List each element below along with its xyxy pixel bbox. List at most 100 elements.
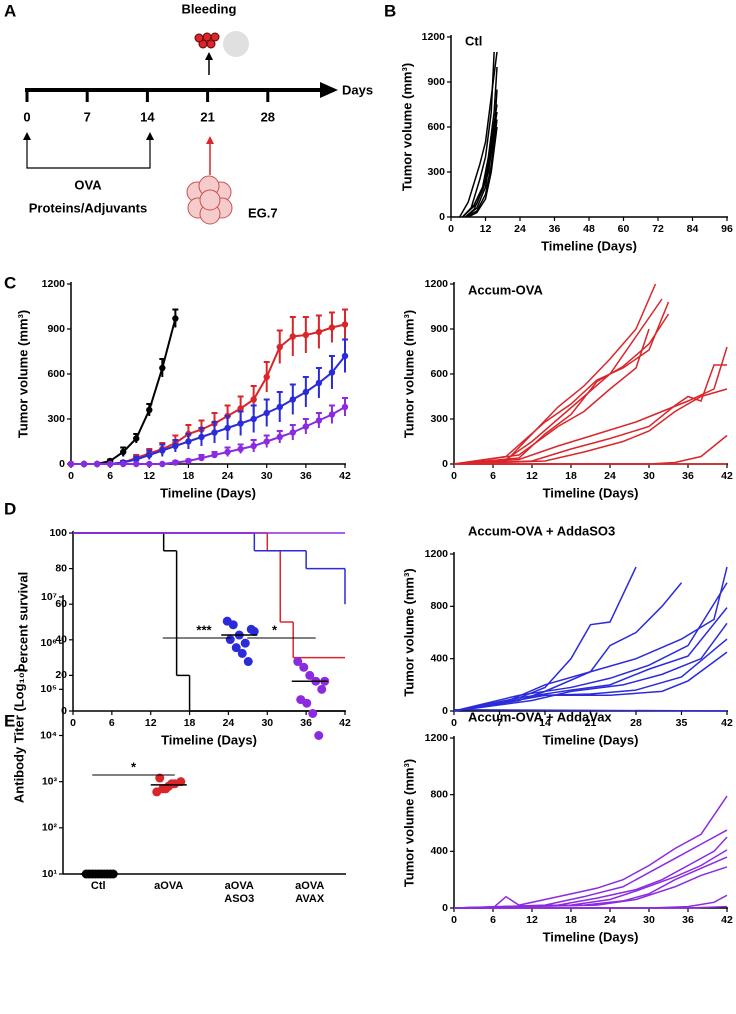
data-point [106, 460, 114, 468]
timeline-arrow [320, 82, 338, 98]
x-axis-label: Timeline (Days) [543, 929, 639, 944]
data-point [276, 403, 283, 411]
y-tick-label: 80 [55, 562, 67, 574]
series-line [453, 638, 728, 712]
data-point [228, 620, 238, 630]
y-tick-label: 0 [61, 705, 67, 717]
x-tick-label: 24 [223, 717, 235, 729]
y-axis-label: Antibody Titer (Log₁₀) [11, 668, 26, 803]
x-tick-label: 36 [300, 470, 312, 482]
data-point [198, 454, 205, 462]
x-tick-label: 12 [526, 914, 538, 926]
y-tick-label: 1200 [42, 278, 66, 290]
x-tick-label: 42 [721, 717, 733, 729]
significance-label: * [131, 759, 137, 774]
data-point [328, 324, 336, 331]
x-tick-label: 42 [339, 717, 351, 729]
data-point [237, 405, 244, 412]
x-tick-label: 24 [604, 914, 616, 926]
series-line [465, 119, 498, 218]
x-tick-label: 21 [585, 717, 597, 729]
data-point [176, 777, 186, 787]
y-tick-label: 1200 [425, 732, 449, 744]
x-tick-label: 30 [643, 470, 655, 482]
y-tick-label: 900 [427, 76, 445, 88]
x-tick-label: 12 [480, 223, 492, 235]
data-point [308, 708, 318, 718]
data-point [302, 423, 310, 430]
data-point [224, 424, 231, 432]
series-line [453, 388, 728, 465]
data-point [263, 409, 270, 417]
y-tick-label: 400 [430, 652, 448, 664]
data-point [185, 438, 192, 445]
y-tick-label: 300 [427, 166, 445, 178]
y-tick-label: 10¹ [42, 868, 58, 880]
data-point [225, 635, 235, 645]
x-tick-label: 35 [676, 717, 688, 729]
data-point [237, 445, 244, 453]
data-point [302, 331, 310, 339]
y-tick-label: 10³ [42, 775, 58, 787]
data-point [133, 460, 140, 468]
x-tick-label: 12 [526, 470, 538, 482]
y-tick-label: 0 [59, 458, 65, 470]
y-tick-label: 900 [430, 323, 448, 335]
y-tick-label: 20 [55, 669, 67, 681]
data-point [305, 670, 315, 680]
panel-label: D [4, 499, 16, 518]
series-line [453, 328, 650, 465]
data-point [328, 369, 336, 376]
y-tick-label: 400 [430, 845, 448, 857]
data-point [133, 435, 140, 442]
data-point [172, 459, 179, 466]
data-point [159, 447, 166, 454]
data-point [341, 403, 349, 411]
y-tick-label: 1200 [422, 31, 446, 43]
data-point [198, 433, 205, 441]
data-point [93, 460, 101, 468]
data-point [185, 457, 192, 465]
x-tick-label: 30 [261, 470, 273, 482]
series-line [71, 406, 346, 465]
data-point [328, 411, 336, 418]
series-line [453, 298, 663, 465]
x-tick-label: 24 [514, 223, 526, 235]
x-tick-label: 0 [448, 223, 454, 235]
x-tick-label: 6 [109, 717, 115, 729]
series-line [454, 905, 728, 909]
data-point [289, 429, 297, 436]
x-tick-label: aOVA AVAX [295, 880, 325, 905]
x-axis-label: Timeline (Days) [541, 238, 637, 253]
x-tick-label: 60 [618, 223, 630, 235]
panel-label: E [4, 711, 15, 730]
series-line [467, 126, 498, 218]
series-line [454, 795, 728, 909]
data-point [167, 779, 177, 789]
y-axis-label: Tumor volume (mm³) [399, 63, 414, 191]
x-axis-label: Timeline (Days) [543, 485, 639, 500]
data-point [172, 315, 179, 322]
y-tick-label: 10⁴ [40, 729, 57, 741]
timeline-tick-label: 21 [200, 109, 214, 124]
y-tick-label: 600 [47, 368, 65, 380]
timeline-tick-label: 28 [261, 109, 275, 124]
ova-label: OVA [74, 177, 102, 192]
x-tick-label: 18 [565, 914, 577, 926]
x-axis-label: Timeline (Days) [543, 732, 639, 747]
data-point [240, 638, 250, 648]
x-tick-label: 0 [451, 914, 457, 926]
ova-arrowhead [146, 132, 154, 140]
x-tick-label: Ctl [90, 880, 106, 892]
y-tick-label: 100 [49, 527, 67, 539]
x-tick-label: 18 [184, 717, 196, 729]
data-point [317, 684, 327, 694]
significance-label: *** [196, 622, 212, 637]
y-tick-label: 300 [430, 413, 448, 425]
data-point [133, 456, 140, 463]
y-tick-label: 60 [55, 598, 67, 610]
ova-arrowhead [23, 132, 31, 140]
data-point [211, 429, 218, 436]
panel-label: A [4, 1, 16, 20]
